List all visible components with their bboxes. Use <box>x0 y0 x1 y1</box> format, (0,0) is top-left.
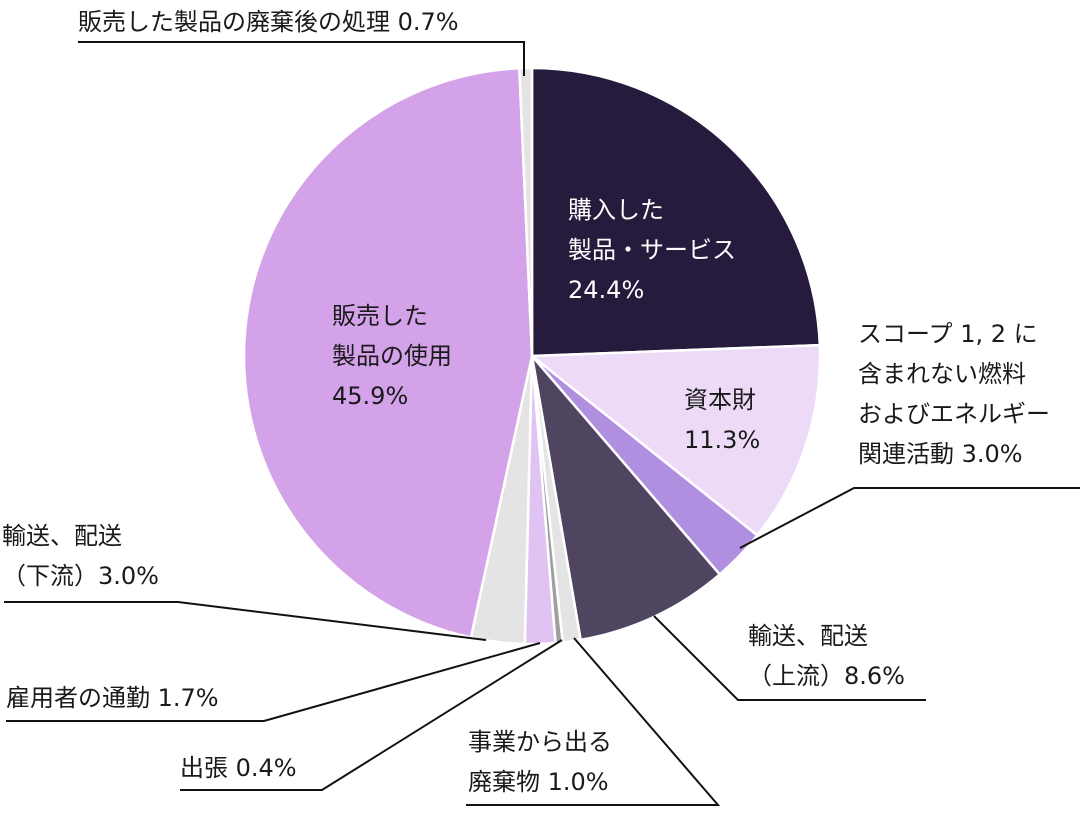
leader-fuel <box>739 487 1080 549</box>
label-text: 廃棄物 1.0% <box>468 768 609 796</box>
label-text: 関連活動 3.0% <box>858 440 1023 468</box>
label-text: 出張 0.4% <box>180 754 297 782</box>
label-text: 事業から出る <box>468 728 612 756</box>
label-text: 資本財 <box>684 386 756 414</box>
label-value: 45.9% <box>332 382 409 410</box>
pie-slice <box>530 66 822 358</box>
label-eol: 販売した製品の廃棄後の処理 0.7% <box>78 2 459 42</box>
pie-slice <box>518 66 534 357</box>
label-commute: 雇用者の通勤 1.7% <box>6 678 219 718</box>
label-downstream: 輸送、配送 （下流）3.0% <box>2 516 159 596</box>
label-text: （下流）3.0% <box>2 562 159 590</box>
label-waste: 事業から出る 廃棄物 1.0% <box>468 722 612 802</box>
leader-commute <box>6 642 541 722</box>
leader-eol <box>78 41 525 76</box>
label-text: 販売した <box>332 302 428 330</box>
pie-slice <box>242 66 534 639</box>
label-upstream: 輸送、配送 （上流）8.6% <box>748 616 905 696</box>
label-text: 含まれない燃料 <box>858 360 1026 388</box>
label-fuel: スコープ 1, 2 に 含まれない燃料 およびエネルギー 関連活動 3.0% <box>858 314 1050 474</box>
label-text: （上流）8.6% <box>748 662 905 690</box>
pie-slice <box>528 343 822 538</box>
label-text: 雇用者の通勤 1.7% <box>6 684 219 712</box>
label-text: 輸送、配送 <box>2 522 122 550</box>
label-value: 11.3% <box>684 426 761 454</box>
label-purchased: 購入した 製品・サービス 24.4% <box>568 190 736 310</box>
label-text: 製品の使用 <box>332 342 452 370</box>
label-value: 24.4% <box>568 276 645 304</box>
leader-travel <box>180 639 563 791</box>
leader-waste <box>466 637 721 806</box>
label-capital: 資本財 11.3% <box>684 380 760 460</box>
label-travel: 出張 0.4% <box>180 748 297 788</box>
label-text: スコープ 1, 2 に <box>858 320 1038 348</box>
label-text: 購入した <box>568 196 664 224</box>
label-text: 製品・サービス <box>568 236 736 264</box>
leader-upstream <box>653 615 926 701</box>
label-use-sold: 販売した 製品の使用 45.9% <box>332 296 452 416</box>
label-text: 販売した製品の廃棄後の処理 0.7% <box>78 8 459 36</box>
leader-downstream <box>4 601 487 641</box>
label-text: およびエネルギー <box>858 400 1050 428</box>
label-text: 輸送、配送 <box>748 622 868 650</box>
